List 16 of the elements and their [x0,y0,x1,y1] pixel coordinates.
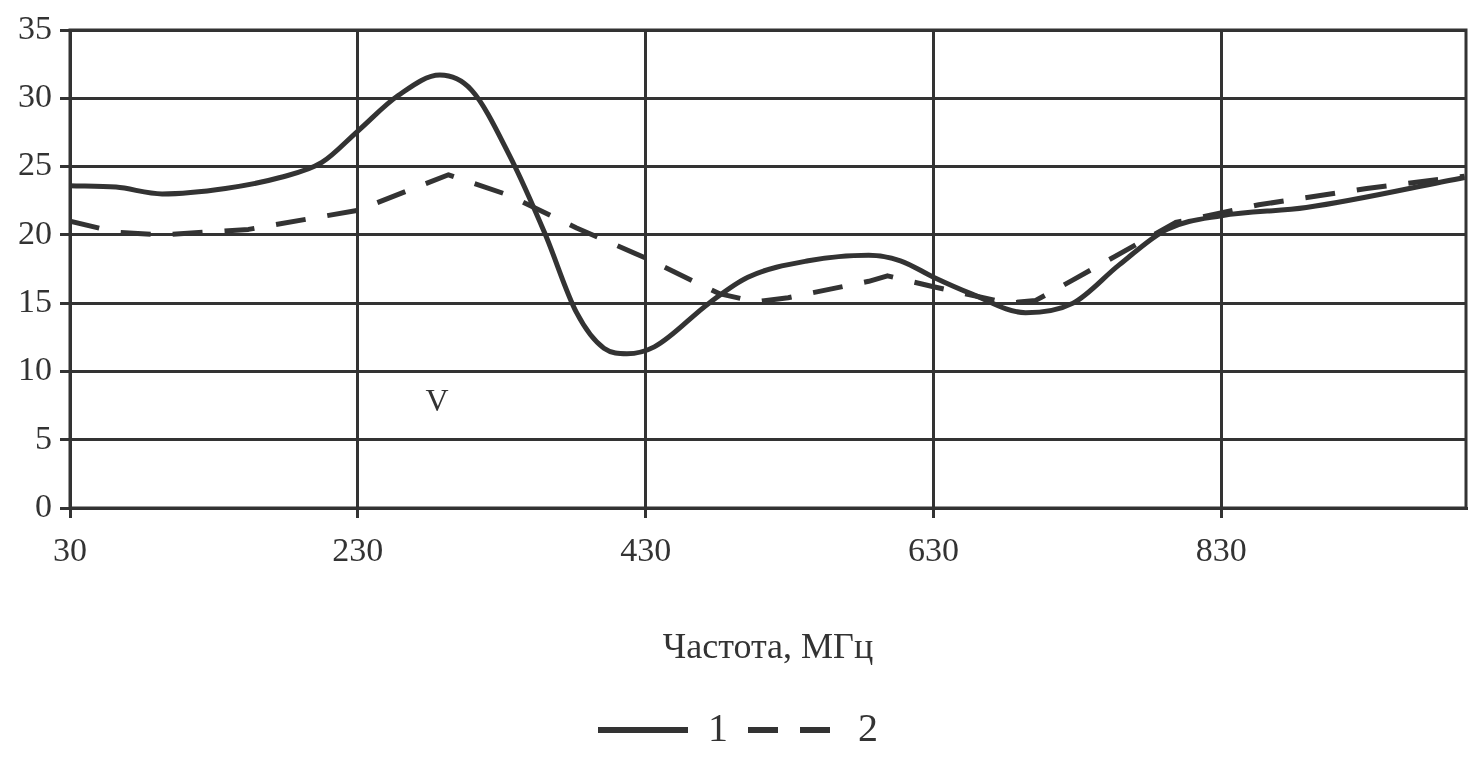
x-tick-label: 230 [332,531,384,569]
y-tick-label: 35 [18,8,52,46]
x-axis-title: Частота, МГц [662,625,874,666]
x-tick-label: 430 [620,531,672,569]
y-tick-label: 20 [18,213,52,251]
y-tick-label: 10 [18,350,52,388]
y-tick-label: 0 [35,486,52,524]
annotation: V [425,382,449,419]
y-tick-label: 5 [35,418,52,456]
y-tick-label: 15 [18,282,52,320]
y-tick-label: 25 [18,145,52,183]
legend-label: 2 [858,704,878,750]
x-tick-label: 830 [1195,531,1247,569]
y-tick-label: 30 [18,77,52,115]
legend-label: 1 [708,704,728,750]
x-tick-label: 630 [908,531,960,569]
